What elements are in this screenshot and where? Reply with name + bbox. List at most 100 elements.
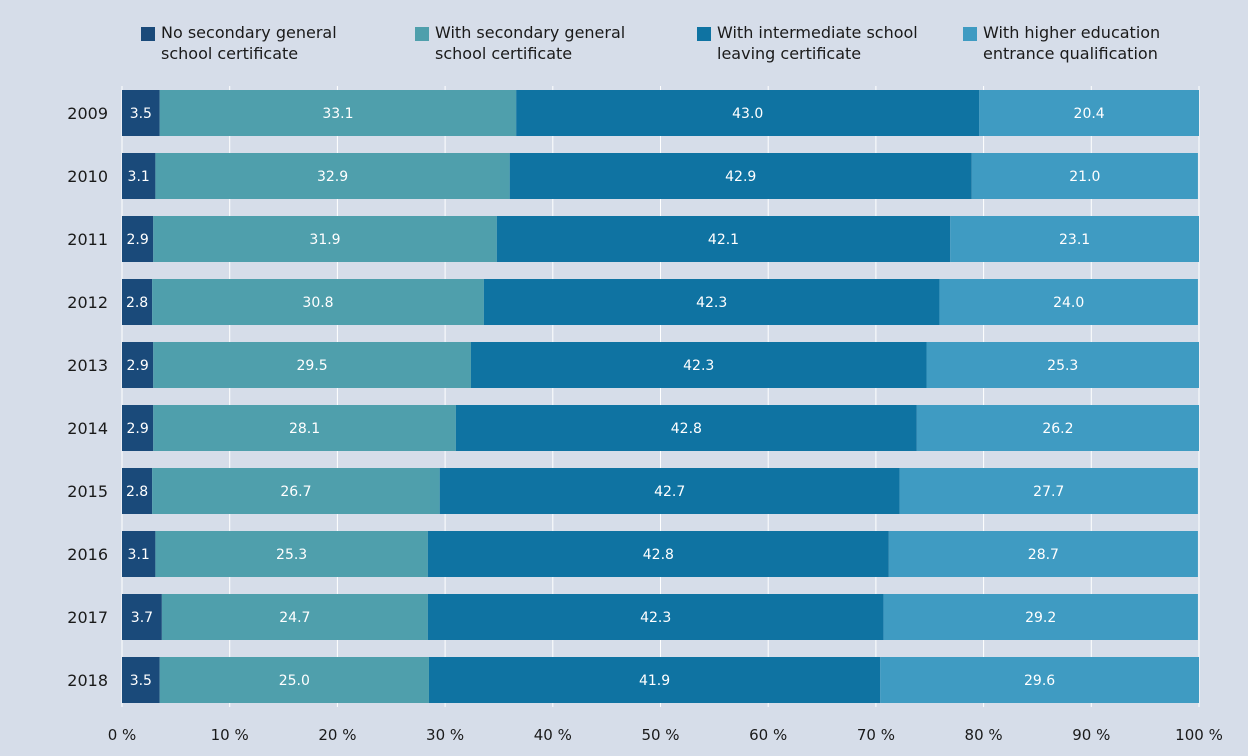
x-tick-label: 70 %: [857, 726, 895, 744]
bar-segment: [888, 531, 1198, 577]
data-label: 3.1: [128, 547, 150, 563]
category-label: 2017: [67, 608, 108, 627]
bar-segment: [971, 153, 1198, 199]
x-tick-label: 90 %: [1072, 726, 1110, 744]
category-label: 2016: [67, 545, 108, 564]
data-label: 42.7: [654, 484, 685, 500]
bar-segment: [470, 342, 927, 388]
bar-segment: [939, 279, 1198, 325]
data-label: 42.1: [708, 232, 739, 248]
bar-segment: [122, 468, 153, 514]
bar-segment: [122, 342, 154, 388]
bar-segment: [153, 405, 456, 451]
data-label: 24.0: [1053, 295, 1084, 311]
bar-segment: [483, 279, 940, 325]
data-label: 2.9: [126, 421, 148, 437]
bar-segment: [880, 657, 1199, 703]
category-label: 2012: [67, 293, 108, 312]
bar-segment: [455, 405, 917, 451]
x-tick-label: 40 %: [534, 726, 572, 744]
data-label: 24.7: [279, 610, 310, 626]
data-label: 2.8: [126, 295, 148, 311]
data-label: 33.1: [322, 106, 353, 122]
bar-segment: [152, 279, 484, 325]
data-label: 25.3: [1047, 358, 1078, 374]
bar-segment: [122, 153, 156, 199]
data-label: 2.8: [126, 484, 148, 500]
data-label: 25.3: [276, 547, 307, 563]
data-label: 28.7: [1028, 547, 1059, 563]
x-tick-label: 50 %: [641, 726, 679, 744]
data-label: 32.9: [317, 169, 348, 185]
bar-segment: [122, 657, 160, 703]
data-label: 41.9: [639, 673, 670, 689]
x-tick-label: 10 %: [211, 726, 249, 744]
data-label: 42.3: [696, 295, 727, 311]
category-label: 2013: [67, 356, 108, 375]
bar-segment: [161, 594, 428, 640]
bar-segment: [883, 594, 1198, 640]
data-label: 29.2: [1025, 610, 1056, 626]
data-label: 29.6: [1024, 673, 1055, 689]
bar-segment: [916, 405, 1199, 451]
bar-segment: [950, 216, 1199, 262]
legend-swatch: [141, 27, 155, 41]
category-label: 2010: [67, 167, 108, 186]
x-tick-label: 20 %: [318, 726, 356, 744]
data-label: 29.5: [297, 358, 328, 374]
data-label: 42.8: [643, 547, 674, 563]
x-tick-label: 0 %: [108, 726, 137, 744]
category-label: 2014: [67, 419, 108, 438]
data-label: 25.0: [279, 673, 310, 689]
data-label: 3.5: [130, 106, 152, 122]
bar-segment: [516, 90, 980, 136]
x-tick-label: 100 %: [1175, 726, 1223, 744]
bar-segment: [152, 468, 440, 514]
bar-segment: [428, 657, 881, 703]
data-label: 3.5: [130, 673, 152, 689]
bar-segment: [153, 216, 497, 262]
x-tick-label: 30 %: [426, 726, 464, 744]
bar-segment: [122, 216, 154, 262]
bar-segment: [122, 594, 162, 640]
category-label: 2011: [67, 230, 108, 249]
bar-segment: [159, 657, 429, 703]
legend-swatch: [963, 27, 977, 41]
bar-segment: [155, 153, 510, 199]
x-tick-label: 60 %: [749, 726, 787, 744]
bar-segment: [979, 90, 1199, 136]
data-label: 2.9: [126, 232, 148, 248]
data-label: 21.0: [1069, 169, 1100, 185]
legend-label: With intermediate school leaving certifi…: [717, 23, 918, 63]
bar-segment: [509, 153, 972, 199]
legend-label: With secondary general school certificat…: [435, 23, 626, 63]
data-label: 3.1: [128, 169, 150, 185]
data-label: 3.7: [131, 610, 153, 626]
data-label: 2.9: [126, 358, 148, 374]
data-label: 42.3: [640, 610, 671, 626]
legend-label: With higher education entrance qualifica…: [983, 23, 1161, 63]
bar-segment: [122, 90, 160, 136]
bar-segment: [159, 90, 517, 136]
category-label: 2018: [67, 671, 108, 690]
data-label: 30.8: [302, 295, 333, 311]
bar-segment: [427, 531, 889, 577]
bar-segment: [155, 531, 428, 577]
data-label: 31.9: [309, 232, 340, 248]
bar-segment: [439, 468, 900, 514]
legend-swatch: [697, 27, 711, 41]
data-label: 26.7: [280, 484, 311, 500]
bar-segment: [899, 468, 1198, 514]
data-label: 23.1: [1059, 232, 1090, 248]
bar-segment: [122, 405, 154, 451]
data-label: 42.8: [671, 421, 702, 437]
category-label: 2009: [67, 104, 108, 123]
bar-segment: [496, 216, 951, 262]
legend-label: No secondary general school certificate: [161, 23, 337, 63]
data-label: 26.2: [1042, 421, 1073, 437]
legend-swatch: [415, 27, 429, 41]
data-label: 28.1: [289, 421, 320, 437]
data-label: 42.3: [683, 358, 714, 374]
data-label: 42.9: [725, 169, 756, 185]
